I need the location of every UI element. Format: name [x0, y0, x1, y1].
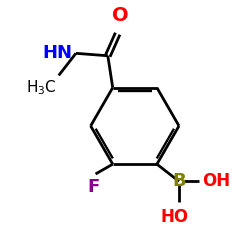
Text: O: O: [112, 6, 128, 25]
Text: H$_3$C: H$_3$C: [26, 78, 56, 96]
Text: HN: HN: [42, 44, 72, 62]
Text: HO: HO: [160, 208, 188, 226]
Text: B: B: [172, 172, 186, 190]
Text: F: F: [87, 178, 99, 196]
Text: OH: OH: [202, 172, 230, 190]
